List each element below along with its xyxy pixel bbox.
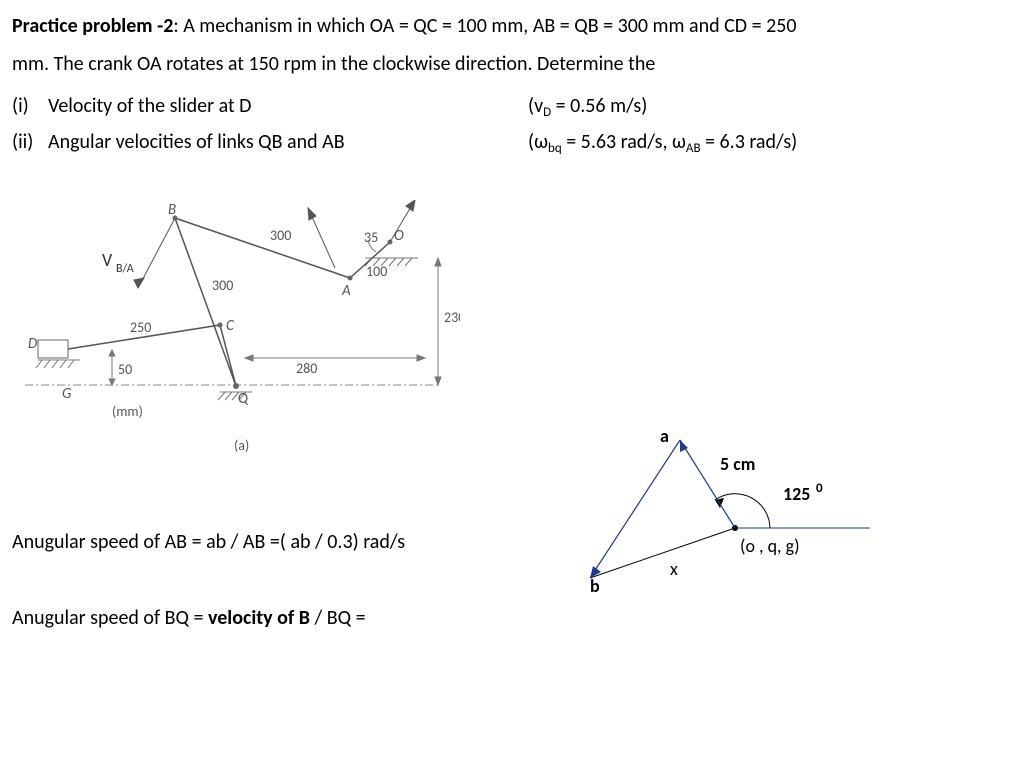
label-height-230: 230 [444,309,460,326]
question-i-answer: (vD = 0.56 m/s) [528,88,647,124]
vd-label-125: 125 [783,483,810,505]
problem-line-2: mm. The crank OA rotates at 150 rpm in t… [12,48,1012,80]
mechanism-diagram: B A C D G Q O 300 300 250 100 35 280 230… [20,200,460,460]
label-qb-len: 300 [212,277,233,294]
formula-ab: Anugular speed of AB = ab / AB =( ab / 0… [12,530,405,554]
label-cd-len: 250 [130,319,151,336]
formula-bq: Anugular speed of BQ = velocity of B / B… [12,606,366,630]
problem-line-1-rest: : A mechanism in which OA = QC = 100 mm,… [173,14,796,38]
label-g-50: 50 [118,361,132,378]
label-vba-sub: B/A [116,262,134,276]
label-G: G [62,385,72,403]
question-ii-answer: (ωbq = 5.63 rad/s, ωAB = 6.3 rad/s) [528,124,797,160]
label-D: D [28,335,37,353]
label-angle-35: 35 [364,229,378,246]
label-C: C [226,317,235,335]
label-fig-a: (a) [234,437,249,454]
label-mm: (mm) [112,403,143,420]
label-ab-len: 300 [270,227,291,244]
question-i-text: Velocity of the slider at D [48,88,528,124]
vd-label-5cm: 5 cm [720,453,755,475]
vd-label-oqg: (o , q, g) [740,535,800,557]
problem-line-1: Practice problem -2: A mechanism in whic… [12,10,1012,42]
label-B: B [168,201,176,219]
question-ii-text: Angular velocities of links QB and AB [48,124,528,160]
label-A: A [341,282,351,300]
label-width-280: 280 [296,360,317,377]
velocity-diagram: a b x (o , q, g) 5 cm 125 0 [570,420,890,600]
question-ii: (ii) Angular velocities of links QB and … [12,124,1012,160]
problem-title: Practice problem -2 [12,14,173,38]
questions: (i) Velocity of the slider at D (vD = 0.… [12,88,1012,160]
vd-label-deg: 0 [816,481,823,496]
vd-label-b: b [590,575,600,597]
label-oa-len: 100 [366,263,387,280]
label-O: O [394,227,404,245]
question-ii-num: (ii) [12,124,48,160]
label-Q: Q [238,390,249,408]
question-i-num: (i) [12,88,48,124]
label-vba: V [102,249,113,271]
vd-label-a: a [660,425,669,447]
question-i: (i) Velocity of the slider at D (vD = 0.… [12,88,1012,124]
vd-label-x: x [670,558,678,580]
